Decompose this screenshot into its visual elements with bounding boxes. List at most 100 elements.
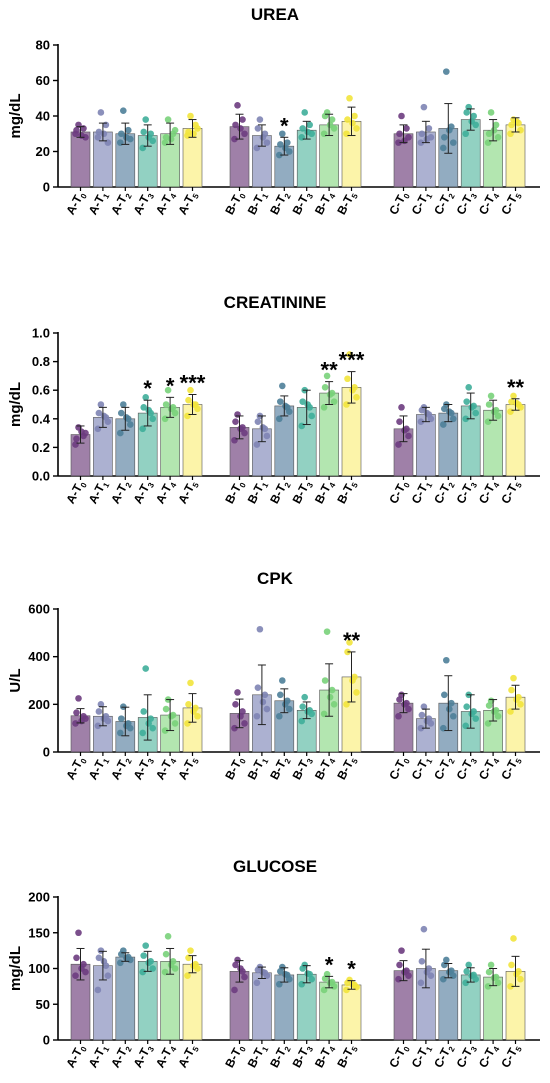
data-point: [117, 729, 124, 737]
y-tick-label: 20: [36, 144, 50, 159]
x-tick-label-subscript: 5: [514, 757, 524, 766]
data-point: [468, 710, 476, 718]
y-tick-label: 200: [28, 890, 50, 905]
y-tick-label: 0: [43, 1033, 50, 1048]
x-tick-label: A-T2: [108, 1041, 134, 1071]
x-tick-label: A-T0: [63, 1041, 89, 1071]
x-tick-label: B-T2: [267, 188, 293, 218]
data-point: [284, 139, 291, 146]
data-point: [263, 432, 271, 440]
data-point: [117, 429, 124, 437]
data-point: [507, 708, 514, 715]
x-tick-label: A-T3: [131, 188, 157, 218]
x-tick-label-subscript: 1: [260, 481, 270, 490]
data-point: [344, 116, 351, 123]
data-point: [441, 961, 448, 969]
data-point: [328, 116, 336, 123]
data-point: [237, 125, 244, 132]
y-tick-label: 0.0: [32, 469, 50, 484]
data-point: [253, 712, 261, 720]
x-tick-label: C-T4: [476, 1041, 502, 1071]
data-point: [485, 702, 493, 709]
x-tick-label: B-T4: [312, 188, 338, 218]
data-point: [259, 424, 267, 431]
x-tick-label-subscript: 0: [402, 757, 412, 766]
x-tick-label: C-T1: [409, 753, 435, 783]
data-point: [440, 975, 447, 983]
x-tick-label-subscript: 2: [124, 481, 134, 490]
x-tick-label-subscript: 4: [327, 192, 337, 201]
data-point: [117, 959, 124, 967]
data-point: [468, 118, 476, 125]
data-point: [492, 121, 500, 129]
data-point: [120, 107, 127, 114]
data-point: [330, 701, 338, 708]
x-tick-label-subscript: 5: [514, 1045, 524, 1054]
data-point: [298, 134, 306, 141]
data-point: [417, 139, 425, 146]
x-tick-label: B-T0: [222, 753, 248, 783]
x-tick-label-subscript: 5: [350, 757, 360, 766]
x-tick-label-subscript: 3: [146, 757, 156, 766]
data-point: [418, 130, 426, 138]
data-point: [184, 720, 191, 727]
x-tick-label-subscript: 2: [124, 1045, 134, 1054]
data-point: [117, 139, 124, 146]
data-point: [256, 116, 264, 123]
x-tick-label-subscript: 0: [238, 192, 248, 201]
data-point: [405, 432, 412, 440]
data-point: [418, 711, 426, 719]
data-point: [161, 727, 169, 734]
data-point: [326, 391, 334, 398]
x-tick-label: B-T0: [222, 477, 248, 507]
data-point: [450, 415, 457, 423]
data-point: [443, 656, 450, 664]
data-point: [343, 401, 350, 408]
data-point: [465, 961, 473, 969]
x-tick-label: A-T4: [153, 753, 179, 783]
data-point: [234, 102, 241, 109]
x-tick-label-subscript: 3: [305, 1045, 315, 1054]
chart-title: UREA: [251, 5, 299, 24]
x-tick-label: B-T4: [312, 477, 338, 507]
x-tick-label: B-T2: [267, 753, 293, 783]
x-tick-label-subscript: 2: [124, 192, 134, 201]
data-point: [190, 962, 197, 969]
data-point: [398, 112, 405, 120]
data-point: [463, 398, 471, 405]
data-point: [346, 94, 353, 102]
x-tick-label: B-T1: [245, 477, 271, 507]
x-tick-label-subscript: 4: [327, 1045, 337, 1054]
y-tick-label: 400: [28, 649, 50, 664]
data-point: [396, 418, 403, 425]
data-point: [139, 144, 146, 152]
data-point: [401, 137, 408, 145]
x-tick-label-subscript: 5: [191, 757, 201, 766]
x-tick-label: B-T3: [290, 188, 316, 218]
data-point: [118, 130, 125, 138]
data-point: [276, 415, 283, 423]
data-point: [142, 394, 149, 401]
data-point: [441, 405, 448, 413]
data-point: [286, 975, 293, 983]
data-point: [396, 961, 403, 969]
x-tick-label: A-T2: [108, 188, 134, 218]
data-point: [487, 961, 495, 969]
x-tick-label: C-T4: [476, 477, 502, 507]
x-tick-label: C-T1: [409, 1041, 435, 1071]
data-point: [231, 135, 238, 143]
data-point: [344, 375, 351, 383]
x-tick-label: C-T2: [431, 188, 457, 218]
data-point: [510, 935, 517, 942]
data-point: [343, 986, 350, 994]
data-point: [425, 125, 433, 132]
data-point: [423, 717, 431, 725]
x-tick-label: A-T4: [153, 477, 179, 507]
data-point: [485, 968, 493, 976]
y-tick-label: 50: [36, 997, 50, 1012]
x-tick-label: C-T1: [409, 188, 435, 218]
data-point: [446, 126, 453, 134]
data-point: [420, 103, 428, 111]
data-point: [97, 701, 105, 708]
x-tick-label-subscript: 4: [491, 481, 501, 490]
